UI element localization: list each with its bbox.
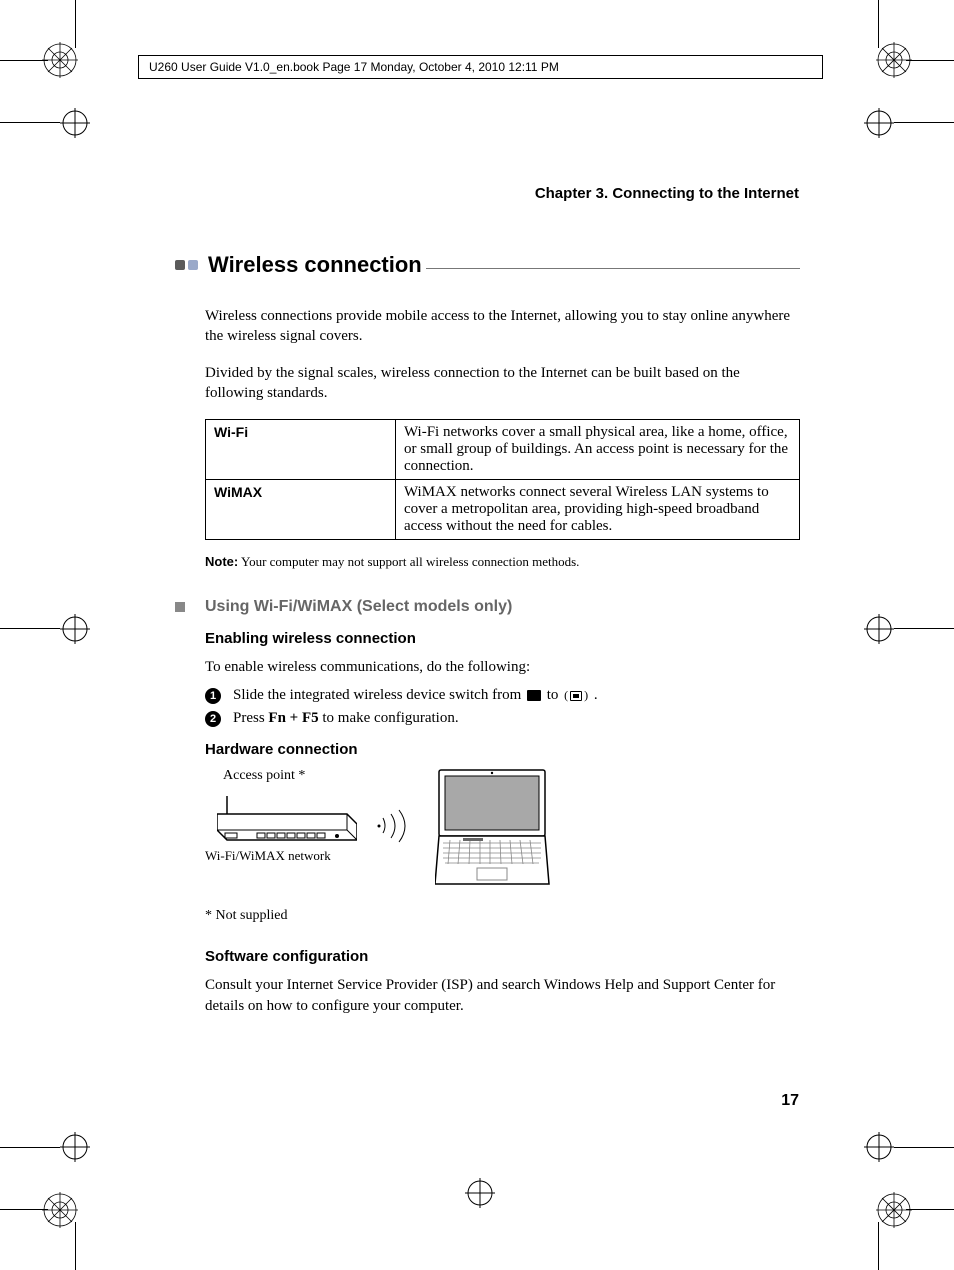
register-mark-icon — [864, 614, 894, 644]
section-title: Wireless connection — [208, 252, 422, 278]
crop-line — [75, 0, 76, 48]
standards-table: Wi-Fi Wi-Fi networks cover a small physi… — [205, 419, 800, 540]
crop-line — [75, 1222, 76, 1270]
step1-text: Slide the integrated wireless device swi… — [233, 687, 598, 704]
bullet-1 — [175, 260, 185, 270]
subsection-header: Using Wi-Fi/WiMAX (Select models only) — [175, 598, 800, 616]
access-point-label: Access point * — [223, 768, 305, 784]
signal-waves-icon — [375, 808, 425, 858]
table-row: WiMAX WiMAX networks connect several Wir… — [206, 480, 800, 540]
router-icon — [217, 796, 357, 846]
section-bullets — [175, 260, 198, 270]
software-text: Consult your Internet Service Provider (… — [205, 975, 800, 1016]
register-mark-icon — [864, 108, 894, 138]
crop-line — [894, 122, 954, 123]
header-rule: U260 User Guide V1.0_en.book Page 17 Mon… — [138, 55, 823, 79]
step1-pre: Slide the integrated wireless device swi… — [233, 687, 525, 703]
step-number-icon: 2 — [205, 711, 221, 727]
note-text: Your computer may not support all wirele… — [241, 554, 579, 569]
wifi-desc: Wi-Fi networks cover a small physical ar… — [396, 420, 800, 480]
page-number: 17 — [781, 1092, 799, 1110]
step-2: 2 Press Fn + F5 to make configuration. — [205, 710, 800, 727]
software-heading: Software configuration — [205, 948, 800, 965]
step1-mid: to — [547, 687, 562, 703]
wimax-label: WiMAX — [206, 480, 396, 540]
network-label: Wi-Fi/WiMAX network — [205, 848, 331, 864]
subsection-title: Using Wi-Fi/WiMAX (Select models only) — [205, 598, 512, 616]
intro-p2: Divided by the signal scales, wireless c… — [205, 363, 800, 404]
bullet-2 — [188, 260, 198, 270]
register-mark-icon — [465, 1178, 495, 1208]
wifi-label: Wi-Fi — [206, 420, 396, 480]
page-content: Wireless connection Wireless connections… — [175, 252, 800, 1032]
wireless-off-icon — [527, 690, 541, 701]
crop-line — [0, 1147, 60, 1148]
step2-pre: Press — [233, 710, 268, 726]
wimax-desc: WiMAX networks connect several Wireless … — [396, 480, 800, 540]
hardware-heading: Hardware connection — [205, 741, 800, 758]
crop-line — [0, 628, 60, 629]
crop-line — [894, 1147, 954, 1148]
note: Note: Your computer may not support all … — [205, 554, 800, 570]
step2-key: Fn + F5 — [268, 710, 318, 726]
section-rule — [426, 268, 800, 269]
hardware-diagram: Access point * Wi-Fi/WiMAX network — [205, 768, 800, 908]
crop-line — [906, 1209, 954, 1210]
wireless-on-icon: () — [564, 687, 588, 704]
enabling-intro: To enable wireless communications, do th… — [205, 657, 800, 677]
step2-text: Press Fn + F5 to make configuration. — [233, 710, 459, 727]
table-row: Wi-Fi Wi-Fi networks cover a small physi… — [206, 420, 800, 480]
step1-post: . — [594, 687, 598, 703]
crop-mark-icon — [876, 1192, 912, 1228]
register-mark-icon — [60, 1132, 90, 1162]
crop-mark-icon — [42, 1192, 78, 1228]
enabling-heading: Enabling wireless connection — [205, 630, 800, 647]
crop-line — [906, 60, 954, 61]
step2-post: to make configuration. — [322, 710, 458, 726]
register-mark-icon — [60, 108, 90, 138]
crop-line — [878, 1222, 879, 1270]
step-number-icon: 1 — [205, 688, 221, 704]
register-mark-icon — [60, 614, 90, 644]
laptop-icon — [435, 768, 550, 888]
note-label: Note: — [205, 554, 238, 569]
section-header: Wireless connection — [175, 252, 800, 278]
crop-line — [878, 0, 879, 48]
crop-line — [894, 628, 954, 629]
crop-line — [0, 122, 60, 123]
crop-line — [0, 60, 48, 61]
subsection-marker-icon — [175, 602, 185, 612]
step-1: 1 Slide the integrated wireless device s… — [205, 687, 800, 704]
hardware-footnote: * Not supplied — [205, 908, 800, 924]
chapter-title: Chapter 3. Connecting to the Internet — [535, 185, 799, 202]
intro-p1: Wireless connections provide mobile acce… — [205, 306, 800, 347]
register-mark-icon — [864, 1132, 894, 1162]
crop-line — [0, 1209, 48, 1210]
